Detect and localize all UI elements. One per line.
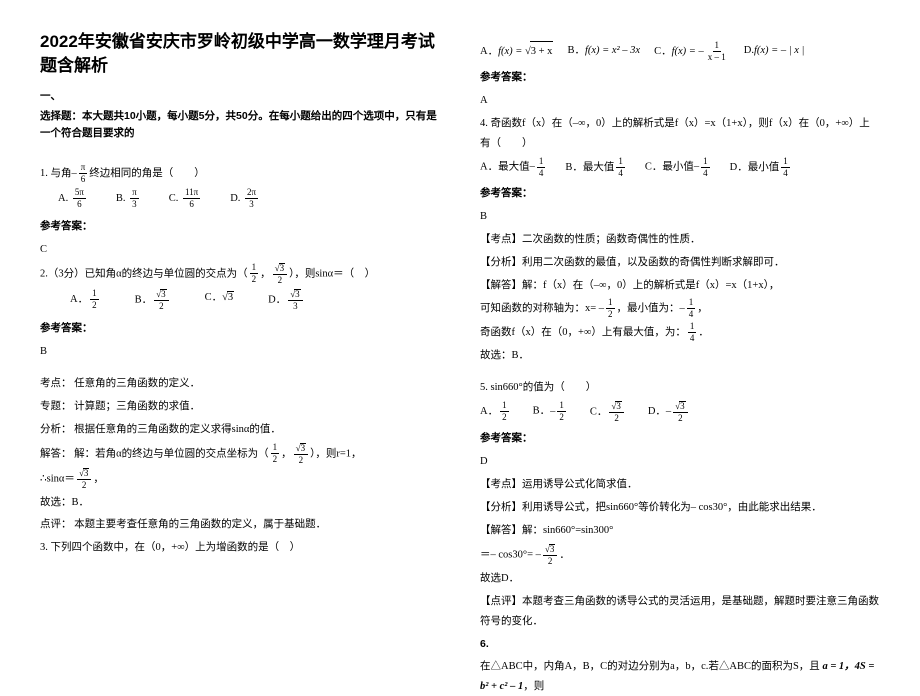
q5-exp-4: ＝– cos30°= –32．	[480, 544, 880, 566]
q2-exp-5: ∴sinα＝32，	[40, 468, 440, 490]
q4-exp-1: 【考点】二次函数的性质；函数奇偶性的性质．	[480, 230, 880, 250]
q3-answer-label: 参考答案：	[480, 68, 880, 88]
q4-choices: A．最大值–14 B．最大值14 C．最小值–14 D．最小值14	[480, 157, 880, 178]
q5-answer: D	[480, 452, 880, 472]
q2-exp-1: 考点： 任意角的三角函数的定义．	[40, 374, 440, 394]
section-one-desc: 选择题：本大题共10小题，每小题5分，共50分。在每小题给出的四个选项中，只有是…	[40, 108, 440, 142]
right-column: A．f(x) = 3 + x B．f(x) = x² – 3x C．f(x) =…	[480, 30, 880, 621]
q5-exp-5: 故选D．	[480, 569, 880, 589]
q4-exp-2: 【分析】利用二次函数的最值，以及函数的奇偶性判断求解即可．	[480, 253, 880, 273]
q2-exp-4: 解答： 解：若角α的终边与单位圆的交点坐标为（12，32），则r=1，	[40, 443, 440, 465]
q6-num: 6.	[480, 636, 880, 653]
section-one-label: 一、	[40, 88, 440, 105]
q2-exp-2: 专题： 计算题；三角函数的求值．	[40, 397, 440, 417]
q2-answer-label: 参考答案：	[40, 319, 440, 339]
q1-answer-label: 参考答案：	[40, 217, 440, 237]
left-column: 2022年安徽省安庆市罗岭初级中学高一数学理月考试题含解析 一、 选择题：本大题…	[40, 30, 440, 621]
q4-answer-label: 参考答案：	[480, 184, 880, 204]
q5-exp-6: 【点评】本题考查三角函数的诱导公式的灵活运用，是基础题，解题时要注意三角函数符号…	[480, 592, 880, 632]
q2-choices: A．12 B．32 C．3 D．33	[70, 289, 440, 311]
q5-exp-1: 【考点】运用诱导公式化简求值．	[480, 475, 880, 495]
q1-stem: 1. 与角–π6终边相同的角是（ ）	[40, 163, 440, 184]
q4-exp-6: 故选：B．	[480, 346, 880, 366]
q4-stem: 4. 奇函数f（x）在（–∞，0）上的解析式是f（x）=x（1+x），则f（x）…	[480, 114, 880, 154]
q2-exp-3: 分析： 根据任意角的三角函数的定义求得sinα的值．	[40, 420, 440, 440]
q5-answer-label: 参考答案：	[480, 429, 880, 449]
q3-stem: 3. 下列四个函数中，在（0，+∞）上为增函数的是（ ）	[40, 538, 440, 558]
q3-answer: A	[480, 91, 880, 111]
q5-choices: A．12 B．–12 C．32 D．–32	[480, 401, 880, 423]
q4-exp-5: 奇函数f（x）在（0，+∞）上有最大值，为：14．	[480, 322, 880, 343]
q2-exp-7: 点评： 本题主要考查任意角的三角函数的定义，属于基础题．	[40, 515, 440, 535]
q6-stem: 在△ABC中，内角A，B，C的对边分别为a，b，c.若△ABC的面积为S，且 a…	[480, 657, 880, 696]
q2-answer: B	[40, 342, 440, 362]
q1-choices: A. 5π6 B. π3 C. 11π6 D. 2π3	[58, 188, 440, 209]
page-title: 2022年安徽省安庆市罗岭初级中学高一数学理月考试题含解析	[40, 30, 440, 78]
q4-answer: B	[480, 207, 880, 227]
q3-choices: A．f(x) = 3 + x B．f(x) = x² – 3x C．f(x) =…	[480, 41, 880, 62]
q5-stem: 5. sin660°的值为（ ）	[480, 378, 880, 398]
q2-exp-6: 故选：B．	[40, 493, 440, 513]
q5-exp-3: 【解答】解：sin660°=sin300°	[480, 521, 880, 541]
q1-answer: C	[40, 240, 440, 260]
q2-stem: 2.（3分）已知角α的终边与单位圆的交点为（12，32），则sinα＝（ ）	[40, 263, 440, 285]
q4-exp-3: 【解答】解：f（x）在（–∞，0）上的解析式是f（x）=x（1+x），	[480, 276, 880, 296]
q4-exp-4: 可知函数的对称轴为：x= –12，最小值为：–14，	[480, 298, 880, 319]
q5-exp-2: 【分析】利用诱导公式，把sin660°等价转化为– cos30°，由此能求出结果…	[480, 498, 880, 518]
